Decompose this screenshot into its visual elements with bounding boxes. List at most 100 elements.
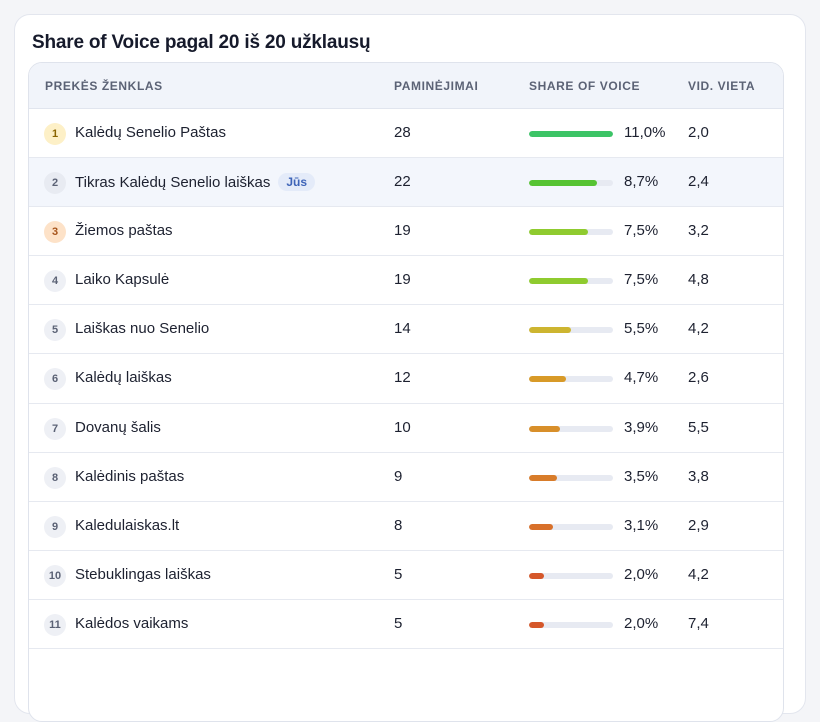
brand-name: Kalėdinis paštas — [75, 467, 185, 485]
share-of-voice-bar-fill — [529, 131, 613, 137]
share-of-voice-bar-fill — [529, 376, 566, 383]
you-badge: Jūs — [278, 173, 316, 192]
mentions-cell: 22 — [394, 173, 411, 191]
brand-name: Laiškas nuo Senelio — [75, 320, 210, 338]
table-row[interactable]: 6 Kalėdų laiškas 12 4,7% 2,6 — [29, 354, 783, 404]
share-of-voice-bar — [529, 180, 613, 187]
brand-name: Stebuklingas laiškas — [75, 565, 211, 583]
share-of-voice-value: 5,5% — [624, 320, 659, 338]
share-of-voice-bar-fill — [529, 229, 588, 236]
share-of-voice-bar — [529, 621, 613, 628]
share-of-voice-value: 8,7% — [624, 173, 659, 191]
share-of-voice-bar-fill — [529, 425, 561, 432]
mentions-cell: 14 — [394, 320, 411, 338]
share-of-voice-value: 7,5% — [624, 271, 659, 289]
brand-cell: Kalėdų Senelio Paštas — [75, 124, 226, 141]
table-row[interactable]: 9 Kaledulaiskas.lt 8 3,1% 2,9 — [29, 502, 783, 551]
brand-name: Dovanų šalis — [75, 418, 161, 436]
mentions-cell: 28 — [394, 124, 411, 141]
brand-cell: Laiko Kapsulė — [75, 271, 169, 288]
table-row[interactable]: 2 Tikras Kalėdų Senelio laiškas Jūs 22 8,7% 2… — [29, 158, 783, 208]
table-row[interactable]: 5 Laiškas nuo Senelio 14 5,5% 4,2 — [29, 305, 783, 355]
share-of-voice-bar-fill — [529, 474, 557, 481]
share-of-voice-value: 3,9% — [624, 418, 659, 436]
table-row[interactable]: 10 Stebuklingas laiškas 5 2,0% 4,2 — [29, 551, 783, 600]
avg-position-cell: 4,2 — [688, 320, 709, 338]
share-of-voice-bar — [529, 474, 613, 481]
brand-cell: Kaledulaiskas.lt — [75, 517, 179, 534]
share-of-voice-value: 4,7% — [624, 369, 659, 387]
table-row[interactable]: 3 Žiemos paštas 19 7,5% 3,2 — [29, 207, 783, 257]
share-of-voice-bar-fill — [529, 621, 545, 628]
share-of-voice-bar — [529, 327, 613, 334]
avg-position-cell: 2,6 — [688, 369, 709, 387]
card-title: Share of Voice pagal 20 iš 20 užklausų — [32, 32, 371, 53]
mentions-cell: 19 — [394, 222, 411, 240]
share-of-voice-bar-fill — [529, 278, 588, 285]
avg-position-cell: 7,4 — [688, 614, 709, 632]
table-row[interactable]: 8 Kalėdinis paštas 9 3,5% 3,8 — [29, 453, 783, 502]
mentions-cell: 12 — [394, 369, 411, 387]
avg-position-cell: 3,2 — [688, 222, 709, 240]
column-header-avg-position[interactable]: VID. VIETA — [688, 79, 756, 93]
rank-badge: 7 — [44, 417, 66, 440]
column-header-brand[interactable]: PREKĖS ŽENKLAS — [45, 79, 163, 93]
avg-position-cell: 4,8 — [688, 271, 709, 289]
mentions-cell: 19 — [394, 271, 411, 289]
mentions-cell: 5 — [394, 614, 403, 632]
brand-cell: Dovanų šalis — [75, 419, 161, 436]
rank-badge: 3 — [44, 221, 66, 244]
share-of-voice-card: Share of Voice pagal 20 iš 20 užklausų P… — [14, 14, 806, 722]
avg-position-cell: 2,9 — [688, 516, 709, 534]
brand-cell: Kalėdos vaikams — [75, 615, 188, 632]
brand-cell: Žiemos paštas — [75, 222, 173, 239]
brand-cell: Kalėdų laiškas — [75, 369, 172, 386]
brand-name: Kalėdų Senelio Paštas — [75, 124, 226, 141]
share-of-voice-value: 2,0% — [624, 614, 659, 632]
avg-position-cell: 3,8 — [688, 467, 709, 485]
avg-position-cell: 5,5 — [688, 418, 709, 436]
share-of-voice-value: 3,5% — [624, 467, 659, 485]
share-of-voice-value: 11,0% — [624, 124, 666, 141]
share-of-voice-bar-fill — [529, 572, 545, 579]
share-of-voice-value: 2,0% — [624, 565, 659, 583]
mentions-cell: 8 — [394, 516, 403, 534]
share-of-voice-bar-fill — [529, 180, 598, 187]
column-header-mentions[interactable]: PAMINĖJIMAI — [394, 79, 479, 93]
share-of-voice-value: 7,5% — [624, 222, 659, 240]
rank-badge: 4 — [44, 270, 66, 293]
brand-name: Kalėdos vaikams — [75, 614, 189, 632]
rank-badge: 6 — [44, 368, 66, 391]
mentions-cell: 9 — [394, 467, 403, 485]
brand-table: PREKĖS ŽENKLAS PAMINĖJIMAI SHARE OF VOIC… — [28, 62, 784, 722]
share-of-voice-bar — [529, 572, 613, 579]
brand-name: Kalėdų laiškas — [75, 369, 172, 387]
rank-badge: 11 — [44, 613, 66, 636]
mentions-cell: 10 — [394, 418, 411, 436]
avg-position-cell: 2,4 — [688, 173, 709, 191]
table-body: 1 Kalėdų Senelio Paštas 28 11,0% 2,0 2 Tikras … — [29, 109, 783, 650]
share-of-voice-bar — [529, 278, 613, 285]
brand-name: Žiemos paštas — [75, 222, 173, 240]
table-row[interactable]: 1 Kalėdų Senelio Paštas 28 11,0% 2,0 — [29, 109, 783, 159]
brand-cell: Stebuklingas laiškas — [75, 566, 211, 583]
avg-position-cell: 4,2 — [688, 565, 709, 583]
share-of-voice-bar — [529, 376, 613, 383]
share-of-voice-value: 3,1% — [624, 516, 659, 534]
mentions-cell: 5 — [394, 565, 403, 583]
share-of-voice-bar — [529, 131, 613, 137]
table-row[interactable]: 7 Dovanų šalis 10 3,9% 5,5 — [29, 404, 783, 453]
brand-cell: Tikras Kalėdų Senelio laiškas Jūs — [75, 173, 316, 192]
rank-badge: 5 — [44, 319, 66, 342]
table-row[interactable]: 4 Laiko Kapsulė 19 7,5% 4,8 — [29, 256, 783, 306]
brand-name: Tikras Kalėdų Senelio laiškas — [75, 174, 271, 192]
avg-position-cell: 2,0 — [688, 124, 709, 141]
share-of-voice-bar — [529, 425, 613, 432]
share-of-voice-bar-fill — [529, 327, 571, 334]
brand-name: Laiko Kapsulė — [75, 271, 170, 289]
share-of-voice-bar — [529, 523, 613, 530]
table-row[interactable]: 11 Kalėdos vaikams 5 2,0% 7,4 — [29, 600, 783, 650]
share-of-voice-bar-fill — [529, 523, 554, 530]
share-of-voice-bar — [529, 229, 613, 236]
column-header-share-of-voice[interactable]: SHARE OF VOICE — [529, 79, 641, 93]
